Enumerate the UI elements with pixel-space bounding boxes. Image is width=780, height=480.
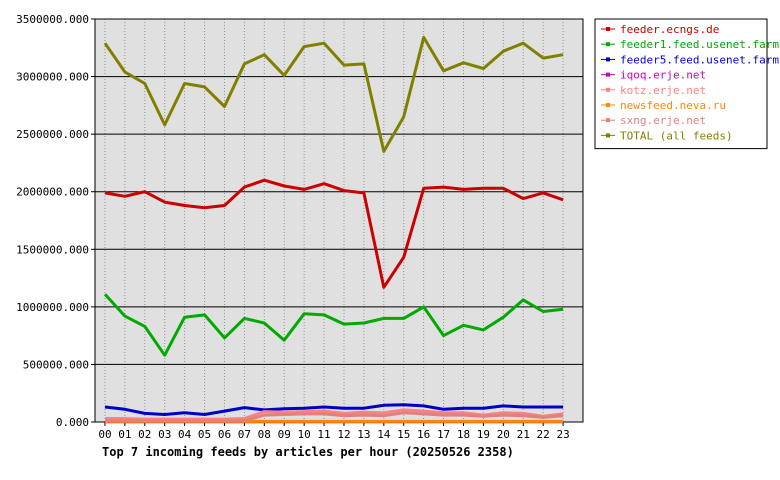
x-tick-label: 03	[158, 428, 171, 441]
y-tick-label: 2500000.000	[16, 128, 89, 141]
series-line	[104, 403, 564, 416]
plot-area	[94, 18, 584, 423]
legend: feeder.ecngs.de feeder1.feed.usenet.farm f…	[594, 18, 779, 150]
x-tick-label: 20	[497, 428, 510, 441]
x-tick-label: 11	[317, 428, 330, 441]
y-tick-label: 1000000.000	[16, 301, 89, 314]
x-tick-label: 05	[198, 428, 211, 441]
legend-entry: sxng.erje.net	[620, 114, 706, 127]
series-line	[103, 35, 564, 153]
y-tick-label: 0.000	[56, 416, 89, 429]
x-tick-label: 22	[537, 428, 550, 441]
x-tick-label: 18	[457, 428, 470, 441]
legend-entry: kotz.erje.net	[620, 84, 706, 97]
x-tick-label: 14	[377, 428, 391, 441]
legend-marker	[606, 118, 610, 123]
y-tick-label: 500000.000	[23, 358, 89, 371]
chart-title: Top 7 incoming feeds by articles per hou…	[102, 445, 514, 459]
x-tick-label: 02	[138, 428, 151, 441]
y-tick-label: 2000000.000	[16, 186, 89, 199]
legend-entry: feeder5.feed.usenet.farm	[620, 53, 779, 66]
legend-box	[594, 18, 768, 150]
legend-marker	[606, 72, 610, 77]
x-tick-label: 00	[98, 428, 111, 441]
legend-marker	[606, 42, 610, 47]
series-lines	[103, 35, 564, 424]
series-line	[103, 293, 564, 357]
x-tick-label: 08	[258, 428, 271, 441]
legend-entry: feeder1.feed.usenet.farm	[620, 38, 779, 51]
legend-entry: iqoq.erje.net	[620, 69, 706, 82]
legend-marker	[606, 87, 610, 92]
x-axis-ticks: 00 01 02 03 04 05 06 07 08 09 10 11 12 13 14 15 16 17 18 19…	[98, 422, 570, 441]
x-tick-label: 01	[118, 428, 131, 441]
x-tick-label: 23	[556, 428, 569, 441]
x-tick-label: 13	[357, 428, 370, 441]
grid-lines	[95, 18, 583, 423]
series-line	[104, 178, 564, 289]
x-tick-label: 21	[517, 428, 530, 441]
series-line	[105, 411, 564, 423]
x-tick-label: 09	[278, 428, 291, 441]
x-tick-label: 06	[218, 428, 231, 441]
x-tick-label: 12	[337, 428, 350, 441]
legend-entry: newsfeed.neva.ru	[620, 99, 726, 112]
x-tick-label: 19	[477, 428, 490, 441]
x-tick-label: 07	[238, 428, 251, 441]
legend-marker	[606, 57, 610, 62]
x-tick-label: 15	[397, 428, 410, 441]
legend-marker	[606, 133, 610, 138]
x-tick-label: 10	[298, 428, 311, 441]
legend-entry: TOTAL (all feeds)	[620, 129, 733, 142]
x-tick-label: 04	[178, 428, 192, 441]
x-tick-label: 17	[437, 428, 450, 441]
legend-marker	[606, 27, 610, 31]
y-tick-label: 3500000.000	[16, 13, 89, 26]
x-tick-label: 16	[417, 428, 430, 441]
legend-entry: feeder.ecngs.de	[620, 23, 719, 36]
y-tick-label: 3000000.000	[16, 71, 89, 84]
y-axis-ticks: 0.000 500000.000 1000000.000 1500000.000 200…	[16, 13, 95, 429]
y-tick-label: 1500000.000	[16, 243, 89, 256]
legend-marker	[606, 103, 610, 107]
